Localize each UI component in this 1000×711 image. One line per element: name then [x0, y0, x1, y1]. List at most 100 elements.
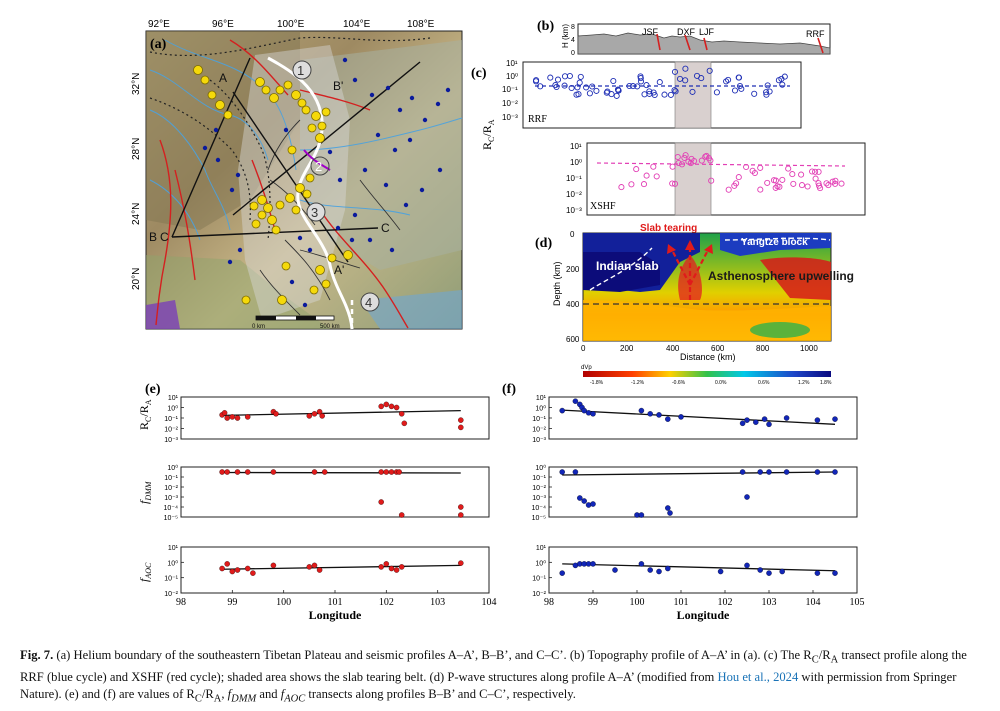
xshf-point	[764, 179, 771, 186]
profile-label-c-prime: C	[381, 221, 390, 235]
rrf-ytick: 10⁻¹	[502, 85, 518, 94]
data-point	[244, 469, 251, 475]
data-point	[656, 412, 662, 418]
data-point	[590, 411, 596, 417]
data-point	[383, 469, 390, 475]
data-point	[383, 561, 390, 567]
x-tick-label: 103	[430, 597, 445, 608]
x-tick-label: 98	[176, 597, 186, 608]
xshf-point	[650, 163, 657, 170]
rrf-point	[626, 82, 633, 90]
y-axis-label-dmm: fDMM	[137, 480, 153, 504]
colorbar-tick: -0.6%	[672, 380, 686, 386]
colorbar-tick: -1.2%	[631, 380, 645, 386]
citation-link[interactable]: Hou et al., 2024	[717, 669, 799, 684]
y-tick-label: 10⁻⁵	[164, 515, 178, 522]
data-point	[229, 568, 236, 575]
rrf-point	[577, 73, 584, 80]
xshf-point	[816, 182, 823, 189]
rrf-point	[613, 92, 620, 99]
data-point	[665, 416, 671, 422]
y-tick-label: 10⁻⁴	[164, 505, 179, 512]
upwelling-label: Asthenosphere upwelling	[708, 269, 854, 283]
data-point	[757, 469, 763, 475]
xshf-plot-frame	[586, 142, 866, 216]
x-tick-label: 98	[544, 597, 554, 608]
rrf-point	[547, 74, 554, 81]
xshf-point	[698, 157, 705, 164]
cycle-number: 4	[365, 295, 372, 310]
rrf-point	[763, 91, 770, 98]
map-lon-tick: 108°E	[407, 19, 435, 30]
rrf-point	[561, 73, 569, 80]
rrf-point	[661, 91, 668, 98]
panel-b-label: (b)	[537, 19, 554, 34]
data-point	[224, 415, 230, 421]
svg-text:RC/RA: RC/RA	[480, 119, 496, 150]
topo-fault-marks	[656, 33, 824, 54]
y-tick-label: 10⁰	[167, 405, 178, 413]
rrf-point	[608, 91, 615, 98]
y-tick-label: 10⁻¹	[532, 416, 546, 423]
data-point	[779, 568, 785, 575]
data-point	[766, 570, 772, 576]
colorbar-tick: 1.2%	[798, 380, 810, 386]
data-point	[270, 562, 277, 569]
xshf-point	[790, 180, 797, 187]
data-point	[753, 419, 759, 425]
x-tick-label: 101	[674, 597, 689, 608]
scale-label-left: 0 km	[252, 324, 265, 330]
regression-line	[222, 471, 461, 474]
y-tick-label: 10⁻²	[532, 591, 546, 598]
y-tick-label: 10⁰	[167, 559, 178, 567]
profile-label-a-prime: A'	[334, 263, 344, 277]
map-lon-tick: 104°E	[343, 19, 371, 30]
figure-7: 92°E 96°E 100°E 104°E 108°E 32°N 28°N 24…	[131, 19, 866, 622]
topo-ylabel: H (km)	[561, 24, 570, 48]
data-point	[744, 417, 750, 423]
x-tick-label: 104	[806, 597, 821, 608]
data-point	[458, 504, 464, 510]
rrf-point	[671, 87, 678, 94]
y-tick-label: 10⁻¹	[532, 475, 546, 482]
xshf-ytick: 10⁻¹	[566, 174, 582, 183]
data-point	[783, 415, 790, 421]
xshf-point	[687, 160, 694, 167]
rrf-point	[682, 65, 689, 72]
data-point	[559, 570, 565, 576]
data-point	[393, 404, 400, 411]
rrf-point	[589, 83, 596, 90]
xshf-label: XSHF	[590, 201, 616, 212]
colorbar-title: dVp	[581, 365, 592, 371]
data-point	[221, 410, 228, 416]
rrf-point	[779, 81, 786, 88]
data-point	[739, 469, 746, 475]
topo-ytick: 4	[571, 37, 575, 44]
xshf-point	[772, 184, 779, 191]
pwave-xtick: 0	[581, 344, 586, 353]
regression-line	[222, 564, 461, 570]
rrf-ytick: 10⁻³	[502, 113, 518, 122]
pwave-ytick: 0	[570, 230, 575, 239]
xshf-point	[774, 183, 781, 190]
xshf-point	[751, 169, 758, 177]
rrf-point	[574, 84, 581, 91]
map-lat-tick: 20°N	[131, 268, 142, 290]
xshf-ytick: 10⁻²	[566, 190, 582, 199]
data-point	[273, 411, 279, 417]
pwave-xtick: 400	[666, 344, 680, 353]
fault-label-ljf: LJF	[699, 27, 715, 37]
data-point	[224, 469, 230, 475]
xshf-points	[618, 152, 845, 193]
map-lon-tick: 92°E	[148, 19, 170, 30]
rrf-point	[634, 83, 641, 90]
caption-text: (a) Helium boundary of the southeastern …	[53, 648, 812, 662]
colorbar-tick: 1.8%	[820, 380, 832, 386]
rrf-point	[643, 82, 650, 89]
xshf-point	[688, 155, 695, 162]
data-point	[559, 407, 565, 414]
rrf-point	[637, 73, 644, 80]
xshf-point	[633, 166, 640, 173]
y-tick-label: 10⁻⁵	[532, 515, 546, 522]
xshf-tearing-shade	[674, 142, 712, 216]
